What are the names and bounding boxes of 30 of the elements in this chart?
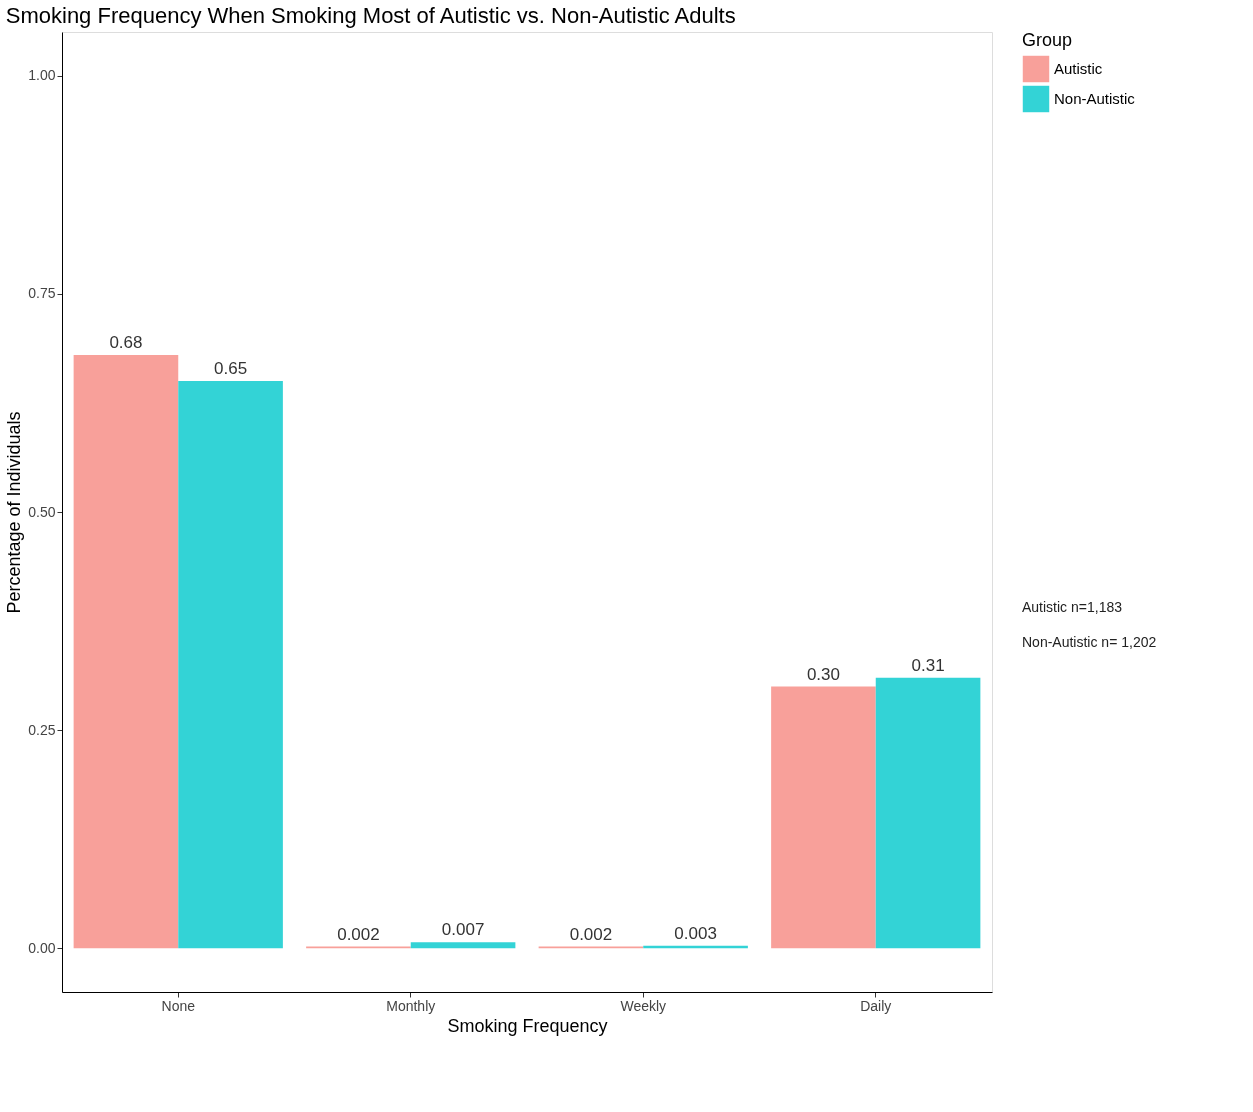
data-label: 0.002 xyxy=(337,924,380,944)
legend-label: Autistic xyxy=(1054,60,1103,77)
y-tick-label: 0.75 xyxy=(28,285,56,302)
x-tick-label: Monthly xyxy=(386,997,436,1014)
legend-label: Non-Autistic xyxy=(1054,90,1136,107)
y-axis-title: Percentage of Individuals xyxy=(4,411,25,614)
y-tick-label: 0.25 xyxy=(28,721,56,738)
data-label: 0.30 xyxy=(806,664,840,684)
y-tick-label: 0.00 xyxy=(28,939,56,956)
bar xyxy=(771,686,876,949)
data-label: 0.007 xyxy=(441,920,485,940)
data-label: 0.002 xyxy=(569,924,613,944)
bar xyxy=(410,942,516,949)
x-axis-title: Smoking Frequency xyxy=(447,1015,608,1036)
x-tick-label: None xyxy=(161,997,196,1014)
y-tick-label: 0.50 xyxy=(28,503,56,520)
data-label: 0.003 xyxy=(674,923,717,943)
x-tick-label: Daily xyxy=(860,997,892,1014)
text: Autistic n=1,183 xyxy=(1022,599,1123,615)
bar xyxy=(875,677,981,949)
legend-title: Group xyxy=(1022,30,1073,50)
data-label: 0.31 xyxy=(911,655,945,675)
text: Non-Autistic n= 1,202 xyxy=(1022,634,1157,650)
bar xyxy=(73,354,179,949)
x-tick-label: Weekly xyxy=(620,997,667,1014)
chart-title: Smoking Frequency When Smoking Most of Autistic vs. Non-Autistic Adults xyxy=(5,3,736,28)
data-label: 0.68 xyxy=(109,332,143,352)
data-label: 0.65 xyxy=(214,359,248,379)
bar xyxy=(178,381,283,949)
y-tick-label: 1.00 xyxy=(28,67,56,84)
